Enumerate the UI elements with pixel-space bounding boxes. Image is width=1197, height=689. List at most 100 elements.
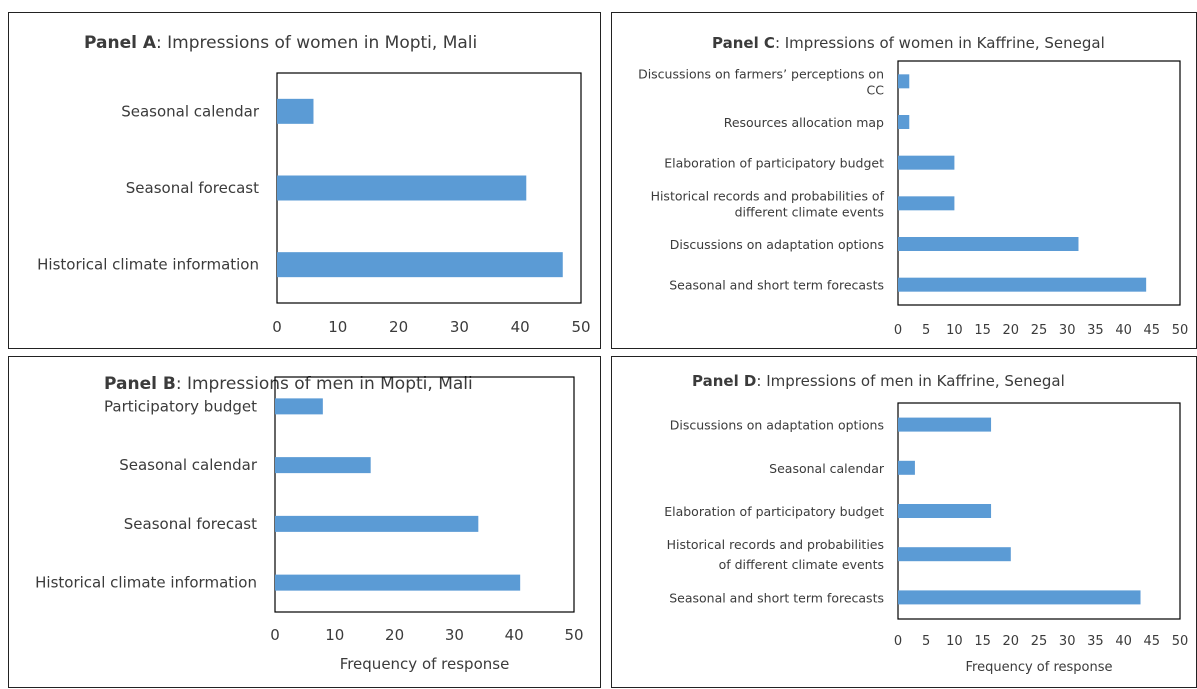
panel-c-bar — [898, 155, 955, 170]
panel-d-bar — [898, 547, 1011, 562]
panel-d-category-line: of different climate events — [719, 557, 884, 572]
panel-d-tick-label: 10 — [946, 634, 963, 649]
panel-d-bar — [898, 590, 1141, 605]
panel-c-tick-label: 45 — [1144, 323, 1161, 338]
panel-c-category-label: Elaboration of participatory budget — [664, 156, 884, 171]
panel-d-category-label: Elaboration of participatory budget — [664, 504, 884, 519]
panel-d-tick-label: 40 — [1115, 634, 1132, 649]
panel-a-category-label: Seasonal calendar — [121, 102, 260, 120]
panel-c-tick-label: 10 — [946, 323, 963, 338]
panel-a-chart: Panel A: Impressions of women in Mopti, … — [8, 12, 601, 349]
panel-b-category-line: Seasonal calendar — [119, 456, 258, 474]
panel-b-chart: Panel B: Impressions of men in Mopti, Ma… — [8, 356, 601, 688]
panel-b-title: Panel B: Impressions of men in Mopti, Ma… — [104, 374, 473, 394]
panel-d-tick-label: 0 — [894, 634, 902, 649]
panel-a-category-line: Seasonal calendar — [121, 102, 260, 120]
panel-d-tick-label: 30 — [1059, 634, 1076, 649]
panel-c-category-line: different climate events — [735, 204, 884, 219]
panel-c-bar — [898, 237, 1079, 251]
panel-c-category-line: CC — [867, 82, 885, 97]
panel-b-category-label: Participatory budget — [104, 397, 257, 415]
panel-a-category-label: Seasonal forecast — [126, 179, 259, 197]
panel-b-bar — [275, 515, 479, 532]
panel-d-category-label: Seasonal calendar — [769, 461, 885, 476]
panel-d-category-line: Elaboration of participatory budget — [664, 504, 884, 519]
panel-d-category-label: Historical records and probabilities of d… — [667, 537, 884, 572]
panel-c-tick-label: 20 — [1003, 323, 1020, 338]
panel-b-category-label: Seasonal forecast — [124, 515, 257, 533]
panel-b-bar — [275, 398, 323, 415]
panel-b-tick-label: 10 — [325, 626, 344, 644]
panel-c-category-line: Discussions on adaptation options — [670, 237, 884, 252]
panel-b-bar — [275, 457, 371, 474]
panel-a-tick-label: 30 — [450, 318, 469, 336]
panel-c-tick-label: 30 — [1059, 323, 1076, 338]
panel-b-bar — [275, 574, 521, 591]
panel-c-tick-label: 35 — [1087, 323, 1104, 338]
panel-b-category-line: Participatory budget — [104, 397, 257, 415]
panel-b-plot-frame — [274, 376, 575, 613]
panel-c-category-line: Elaboration of participatory budget — [664, 156, 884, 171]
panel-b-x-axis-label: Frequency of response — [340, 655, 510, 673]
panel-b-tick-label: 30 — [445, 626, 464, 644]
panel-d-tick-label: 45 — [1144, 634, 1161, 649]
panel-c-title-label: Panel C — [712, 34, 775, 52]
panel-b-category-line: Seasonal forecast — [124, 515, 257, 533]
panel-a-category-line: Historical climate information — [37, 256, 259, 274]
panel-d-tick-label: 20 — [1003, 634, 1020, 649]
panel-a-tick-label: 50 — [571, 318, 590, 336]
panel-c-bar — [898, 196, 955, 211]
panel-b-tick-label: 0 — [270, 626, 280, 644]
panel-b-category-line: Historical climate information — [35, 574, 257, 592]
panel-c-chart: Panel C: Impressions of women in Kaffrin… — [611, 12, 1197, 349]
panel-d-x-axis-label: Frequency of response — [966, 660, 1113, 675]
panel-c-tick-label: 25 — [1031, 323, 1048, 338]
panel-d-title-text: : Impressions of men in Kaffrine, Senega… — [756, 372, 1064, 390]
panel-b-tick-label: 50 — [564, 626, 583, 644]
panel-a-title: Panel A: Impressions of women in Mopti, … — [84, 33, 477, 53]
panel-c-tick-label: 50 — [1172, 323, 1189, 338]
panel-d-tick-label: 50 — [1172, 634, 1189, 649]
panel-a-bar — [277, 252, 563, 278]
panel-a-category-label: Historical climate information — [37, 256, 259, 274]
panel-d-tick-label: 25 — [1031, 634, 1048, 649]
panel-d-bar — [898, 460, 915, 475]
panel-a-tick-label: 0 — [272, 318, 282, 336]
panel-a-svg: Panel A: Impressions of women in Mopti, … — [37, 33, 590, 336]
panel-c-tick-label: 40 — [1115, 323, 1132, 338]
panel-c-category-label: Discussions on farmers’ perceptions on CC — [638, 66, 884, 97]
panel-b-svg: Panel B: Impressions of men in Mopti, Ma… — [35, 374, 583, 673]
panel-d-svg: Panel D: Impressions of men in Kaffrine,… — [664, 372, 1189, 675]
panel-c-tick-label: 0 — [894, 323, 902, 338]
panel-c-category-label: Discussions on adaptation options — [670, 237, 884, 252]
panel-d-tick-label: 15 — [974, 634, 991, 649]
panel-c-category-label: Seasonal and short term forecasts — [669, 278, 884, 293]
panel-b-category-label: Seasonal calendar — [119, 456, 258, 474]
panel-a-bar — [277, 98, 314, 124]
panel-a-tick-label: 10 — [328, 318, 347, 336]
panel-c-bar — [898, 74, 910, 89]
panel-a-tick-label: 20 — [389, 318, 408, 336]
panel-b-title-label: Panel B — [104, 374, 176, 394]
panel-b-category-label: Historical climate information — [35, 574, 257, 592]
panel-d-tick-label: 35 — [1087, 634, 1104, 649]
panel-c-bar — [898, 115, 910, 129]
panel-b-title-text: : Impressions of men in Mopti, Mali — [176, 374, 473, 394]
panel-d-category-line: Seasonal and short term forecasts — [669, 590, 884, 605]
panel-d-title-label: Panel D — [692, 372, 756, 390]
panel-a-title-label: Panel A — [84, 33, 157, 53]
panel-c-category-line: Historical records and probabilities of — [651, 188, 885, 203]
panel-c-title-text: : Impressions of women in Kaffrine, Sene… — [775, 34, 1105, 52]
panel-c-category-label: Resources allocation map — [724, 115, 884, 130]
panel-d-chart: Panel D: Impressions of men in Kaffrine,… — [611, 356, 1197, 688]
panel-a-bar — [277, 175, 527, 201]
panel-d-category-line: Seasonal calendar — [769, 461, 885, 476]
panel-d-category-line: Historical records and probabilities — [667, 537, 884, 552]
panel-c-category-line: Seasonal and short term forecasts — [669, 278, 884, 293]
panel-d-bar — [898, 504, 992, 518]
panel-b-tick-label: 20 — [385, 626, 404, 644]
panel-c-category-label: Historical records and probabilities of d… — [651, 188, 885, 219]
panel-d-category-label: Seasonal and short term forecasts — [669, 590, 884, 605]
panel-c-plot-frame — [897, 60, 1181, 306]
panel-c-tick-label: 15 — [974, 323, 991, 338]
